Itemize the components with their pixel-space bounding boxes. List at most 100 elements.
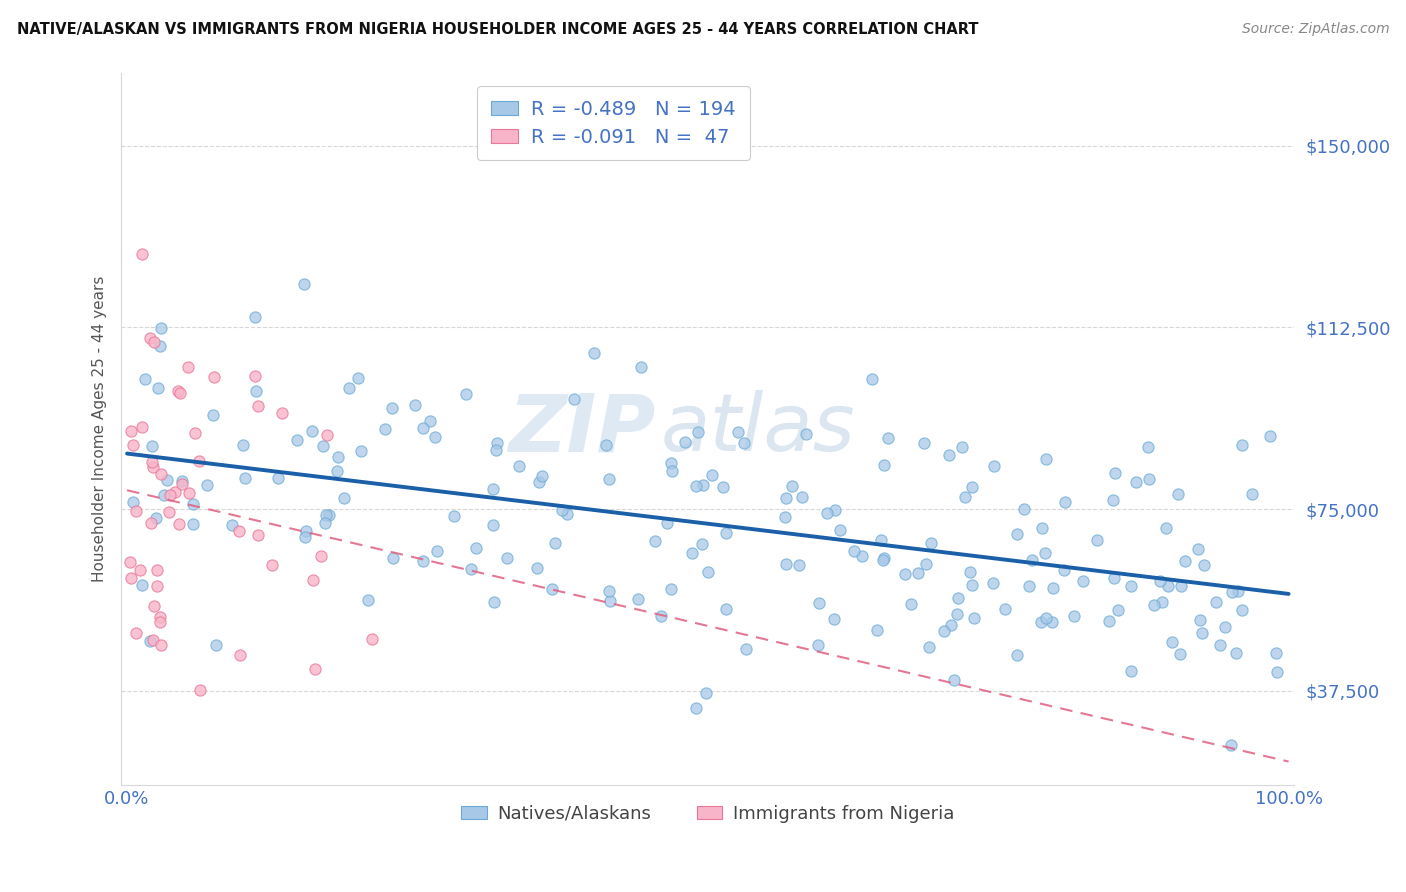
Point: [1264, 647, 1286, 661]
Point: [953, 490, 976, 504]
Point: [1018, 579, 1040, 593]
Point: [1071, 574, 1094, 589]
Point: [894, 567, 917, 582]
Point: [423, 430, 446, 444]
Point: [176, 360, 198, 375]
Point: [243, 369, 266, 384]
Point: [1137, 471, 1160, 485]
Point: [562, 392, 585, 406]
Point: [148, 610, 170, 624]
Point: [142, 633, 165, 648]
Point: [983, 458, 1005, 473]
Point: [318, 508, 340, 522]
Point: [381, 401, 404, 416]
Point: [946, 607, 969, 621]
Point: [181, 516, 204, 531]
Point: [1063, 609, 1085, 624]
Point: [1170, 578, 1192, 592]
Point: [1189, 613, 1212, 627]
Point: [1102, 571, 1125, 585]
Point: [529, 475, 551, 490]
Point: [1035, 611, 1057, 625]
Point: [350, 444, 373, 458]
Point: [790, 491, 813, 505]
Point: [950, 440, 973, 454]
Text: Source: ZipAtlas.com: Source: ZipAtlas.com: [1241, 22, 1389, 37]
Point: [177, 486, 200, 500]
Point: [630, 360, 652, 375]
Point: [141, 455, 163, 469]
Point: [1154, 521, 1177, 535]
Point: [202, 369, 225, 384]
Point: [1005, 527, 1028, 541]
Point: [1012, 502, 1035, 516]
Point: [807, 596, 830, 610]
Point: [815, 506, 838, 520]
Point: [131, 578, 153, 592]
Point: [139, 516, 162, 530]
Point: [419, 414, 441, 428]
Point: [156, 473, 179, 487]
Point: [285, 434, 308, 448]
Point: [688, 425, 710, 439]
Point: [918, 640, 941, 655]
Point: [851, 549, 873, 564]
Point: [900, 597, 922, 611]
Point: [266, 471, 288, 485]
Point: [456, 386, 478, 401]
Point: [167, 516, 190, 531]
Point: [152, 488, 174, 502]
Point: [659, 582, 682, 596]
Point: [187, 454, 209, 468]
Point: [146, 579, 169, 593]
Point: [873, 551, 896, 566]
Point: [120, 424, 142, 438]
Point: [146, 380, 169, 394]
Point: [129, 563, 152, 577]
Point: [315, 508, 337, 522]
Point: [337, 381, 360, 395]
Point: [163, 484, 186, 499]
Point: [315, 427, 337, 442]
Point: [145, 510, 167, 524]
Point: [661, 464, 683, 478]
Point: [131, 419, 153, 434]
Point: [443, 509, 465, 524]
Point: [685, 701, 707, 715]
Point: [939, 618, 962, 632]
Point: [1192, 558, 1215, 573]
Point: [159, 488, 181, 502]
Point: [134, 372, 156, 386]
Point: [1040, 615, 1063, 629]
Point: [1042, 581, 1064, 595]
Point: [169, 386, 191, 401]
Point: [228, 524, 250, 538]
Point: [325, 464, 347, 478]
Point: [1125, 475, 1147, 490]
Point: [229, 648, 252, 663]
Point: [870, 533, 893, 548]
Point: [775, 510, 797, 524]
Point: [1157, 579, 1180, 593]
Point: [994, 602, 1017, 616]
Point: [1087, 533, 1109, 548]
Point: [142, 599, 165, 613]
Point: [142, 460, 165, 475]
Point: [167, 384, 190, 399]
Point: [1005, 648, 1028, 662]
Point: [1191, 626, 1213, 640]
Point: [184, 426, 207, 441]
Point: [530, 469, 553, 483]
Point: [139, 330, 162, 344]
Y-axis label: Householder Income Ages 25 - 44 years: Householder Income Ages 25 - 44 years: [93, 276, 107, 582]
Point: [787, 558, 810, 572]
Point: [188, 682, 211, 697]
Point: [1119, 665, 1142, 679]
Text: atlas: atlas: [661, 390, 856, 468]
Point: [932, 624, 955, 638]
Point: [294, 524, 316, 538]
Point: [555, 507, 578, 521]
Point: [357, 592, 380, 607]
Point: [551, 503, 574, 517]
Point: [245, 310, 267, 324]
